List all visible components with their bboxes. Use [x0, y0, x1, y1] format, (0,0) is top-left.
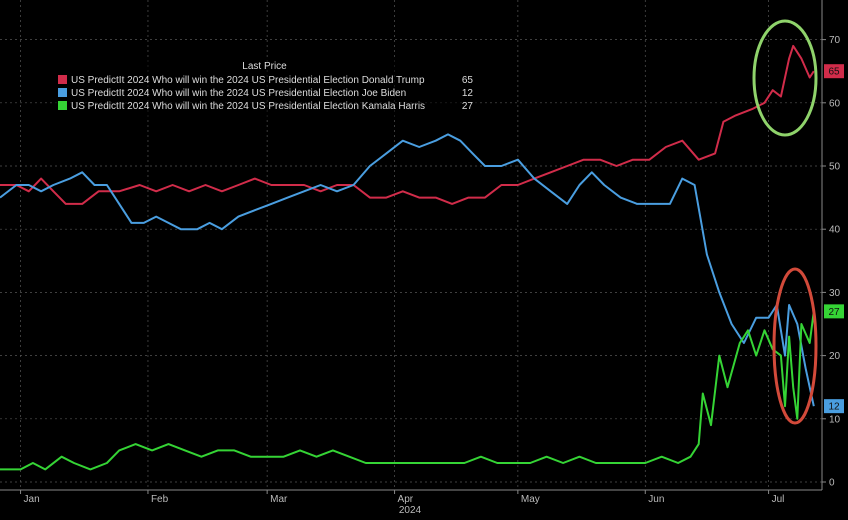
- legend-swatch-trump: [58, 75, 67, 84]
- last-price-tag-harris: [824, 304, 844, 319]
- y-axis-ticks: 0 10 20 30 40 50 60 70: [822, 35, 841, 489]
- last-price-tags: 65 12 27: [824, 64, 844, 414]
- last-price-tag-biden: [824, 399, 844, 414]
- legend-value-harris: 27: [461, 101, 473, 112]
- x-tick-label: May: [521, 494, 540, 505]
- y-tick-label: 40: [829, 225, 841, 236]
- series-line-harris: [0, 311, 815, 471]
- annotation-ellipse-red: [772, 267, 818, 425]
- legend-name-trump: US PredictIt 2024 Who will win the 2024 …: [71, 75, 425, 86]
- legend-row-harris: US PredictIt 2024 Who will win the 2024 …: [58, 101, 473, 113]
- y-tick-label: 20: [829, 351, 841, 362]
- legend-swatch-biden: [58, 88, 67, 97]
- last-price-tag-trump: [824, 64, 844, 79]
- legend-value-biden: 12: [461, 88, 473, 99]
- legend-value-trump: 65: [461, 75, 473, 86]
- annotation-ellipses: [752, 19, 818, 425]
- x-tick-label: Apr: [398, 494, 414, 505]
- last-price-value-biden: 12: [828, 402, 840, 413]
- x-axis-label: 2024: [399, 505, 422, 516]
- x-tick-label: Mar: [270, 494, 288, 505]
- y-tick-label: 0: [829, 478, 835, 489]
- annotation-ellipse-green: [752, 19, 818, 137]
- x-tick-label: Jul: [772, 494, 785, 505]
- series-line-biden: [0, 133, 815, 407]
- x-tick-label: Jun: [648, 494, 664, 505]
- x-tick-label: Jan: [24, 494, 40, 505]
- legend-title: Last Price: [242, 61, 287, 72]
- legend-name-harris: US PredictIt 2024 Who will win the 2024 …: [71, 101, 426, 112]
- legend-row-biden: US PredictIt 2024 Who will win the 2024 …: [58, 88, 473, 100]
- x-tick-label: Feb: [151, 494, 169, 505]
- y-tick-label: 50: [829, 162, 841, 173]
- legend-swatch-harris: [58, 101, 67, 110]
- legend-row-trump: US PredictIt 2024 Who will win the 2024 …: [58, 75, 473, 87]
- y-tick-label: 70: [829, 35, 841, 46]
- series-line-trump: [0, 44, 815, 205]
- legend-name-biden: US PredictIt 2024 Who will win the 2024 …: [71, 88, 407, 99]
- last-price-value-trump: 65: [828, 67, 840, 78]
- y-tick-label: 60: [829, 98, 841, 109]
- series-lines: [0, 44, 815, 471]
- y-tick-label: 10: [829, 414, 841, 425]
- y-tick-label: 30: [829, 288, 841, 299]
- last-price-value-harris: 27: [828, 307, 840, 318]
- x-axis-ticks: Jan Feb Mar Apr May Jun Jul: [20, 490, 785, 505]
- chart-legend: Last Price US PredictIt 2024 Who will wi…: [52, 58, 477, 118]
